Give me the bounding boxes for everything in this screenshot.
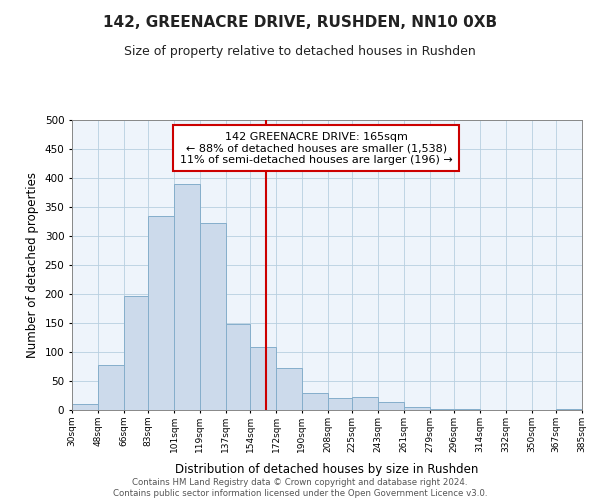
Bar [174,184,200,410]
Bar [404,407,430,410]
Text: 142, GREENACRE DRIVE, RUSHDEN, NN10 0XB: 142, GREENACRE DRIVE, RUSHDEN, NN10 0XB [103,15,497,30]
Bar [276,368,302,410]
Y-axis label: Number of detached properties: Number of detached properties [26,172,39,358]
X-axis label: Distribution of detached houses by size in Rushden: Distribution of detached houses by size … [175,463,479,476]
Bar [378,402,404,410]
Text: Contains HM Land Registry data © Crown copyright and database right 2024.
Contai: Contains HM Land Registry data © Crown c… [113,478,487,498]
Text: 142 GREENACRE DRIVE: 165sqm
← 88% of detached houses are smaller (1,538)
11% of : 142 GREENACRE DRIVE: 165sqm ← 88% of det… [180,132,452,165]
Bar [98,365,124,410]
Bar [226,324,250,410]
Bar [124,296,148,410]
Bar [72,404,98,410]
Bar [200,222,226,410]
Bar [250,347,276,410]
Bar [352,397,378,410]
Bar [148,216,174,410]
Bar [328,398,352,410]
Bar [302,392,328,410]
Bar [430,409,454,410]
Text: Size of property relative to detached houses in Rushden: Size of property relative to detached ho… [124,45,476,58]
